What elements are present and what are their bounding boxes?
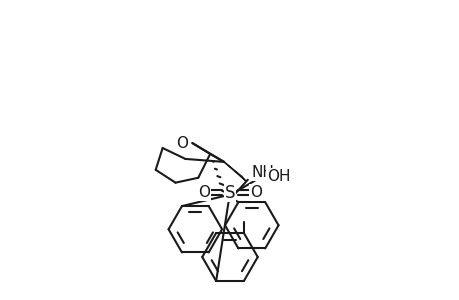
Polygon shape xyxy=(224,162,245,181)
Text: S: S xyxy=(224,184,235,202)
Text: O: O xyxy=(176,136,188,151)
Text: OH: OH xyxy=(266,169,290,184)
Text: O: O xyxy=(249,185,261,200)
Text: O: O xyxy=(198,185,210,200)
Text: NH: NH xyxy=(251,165,274,180)
